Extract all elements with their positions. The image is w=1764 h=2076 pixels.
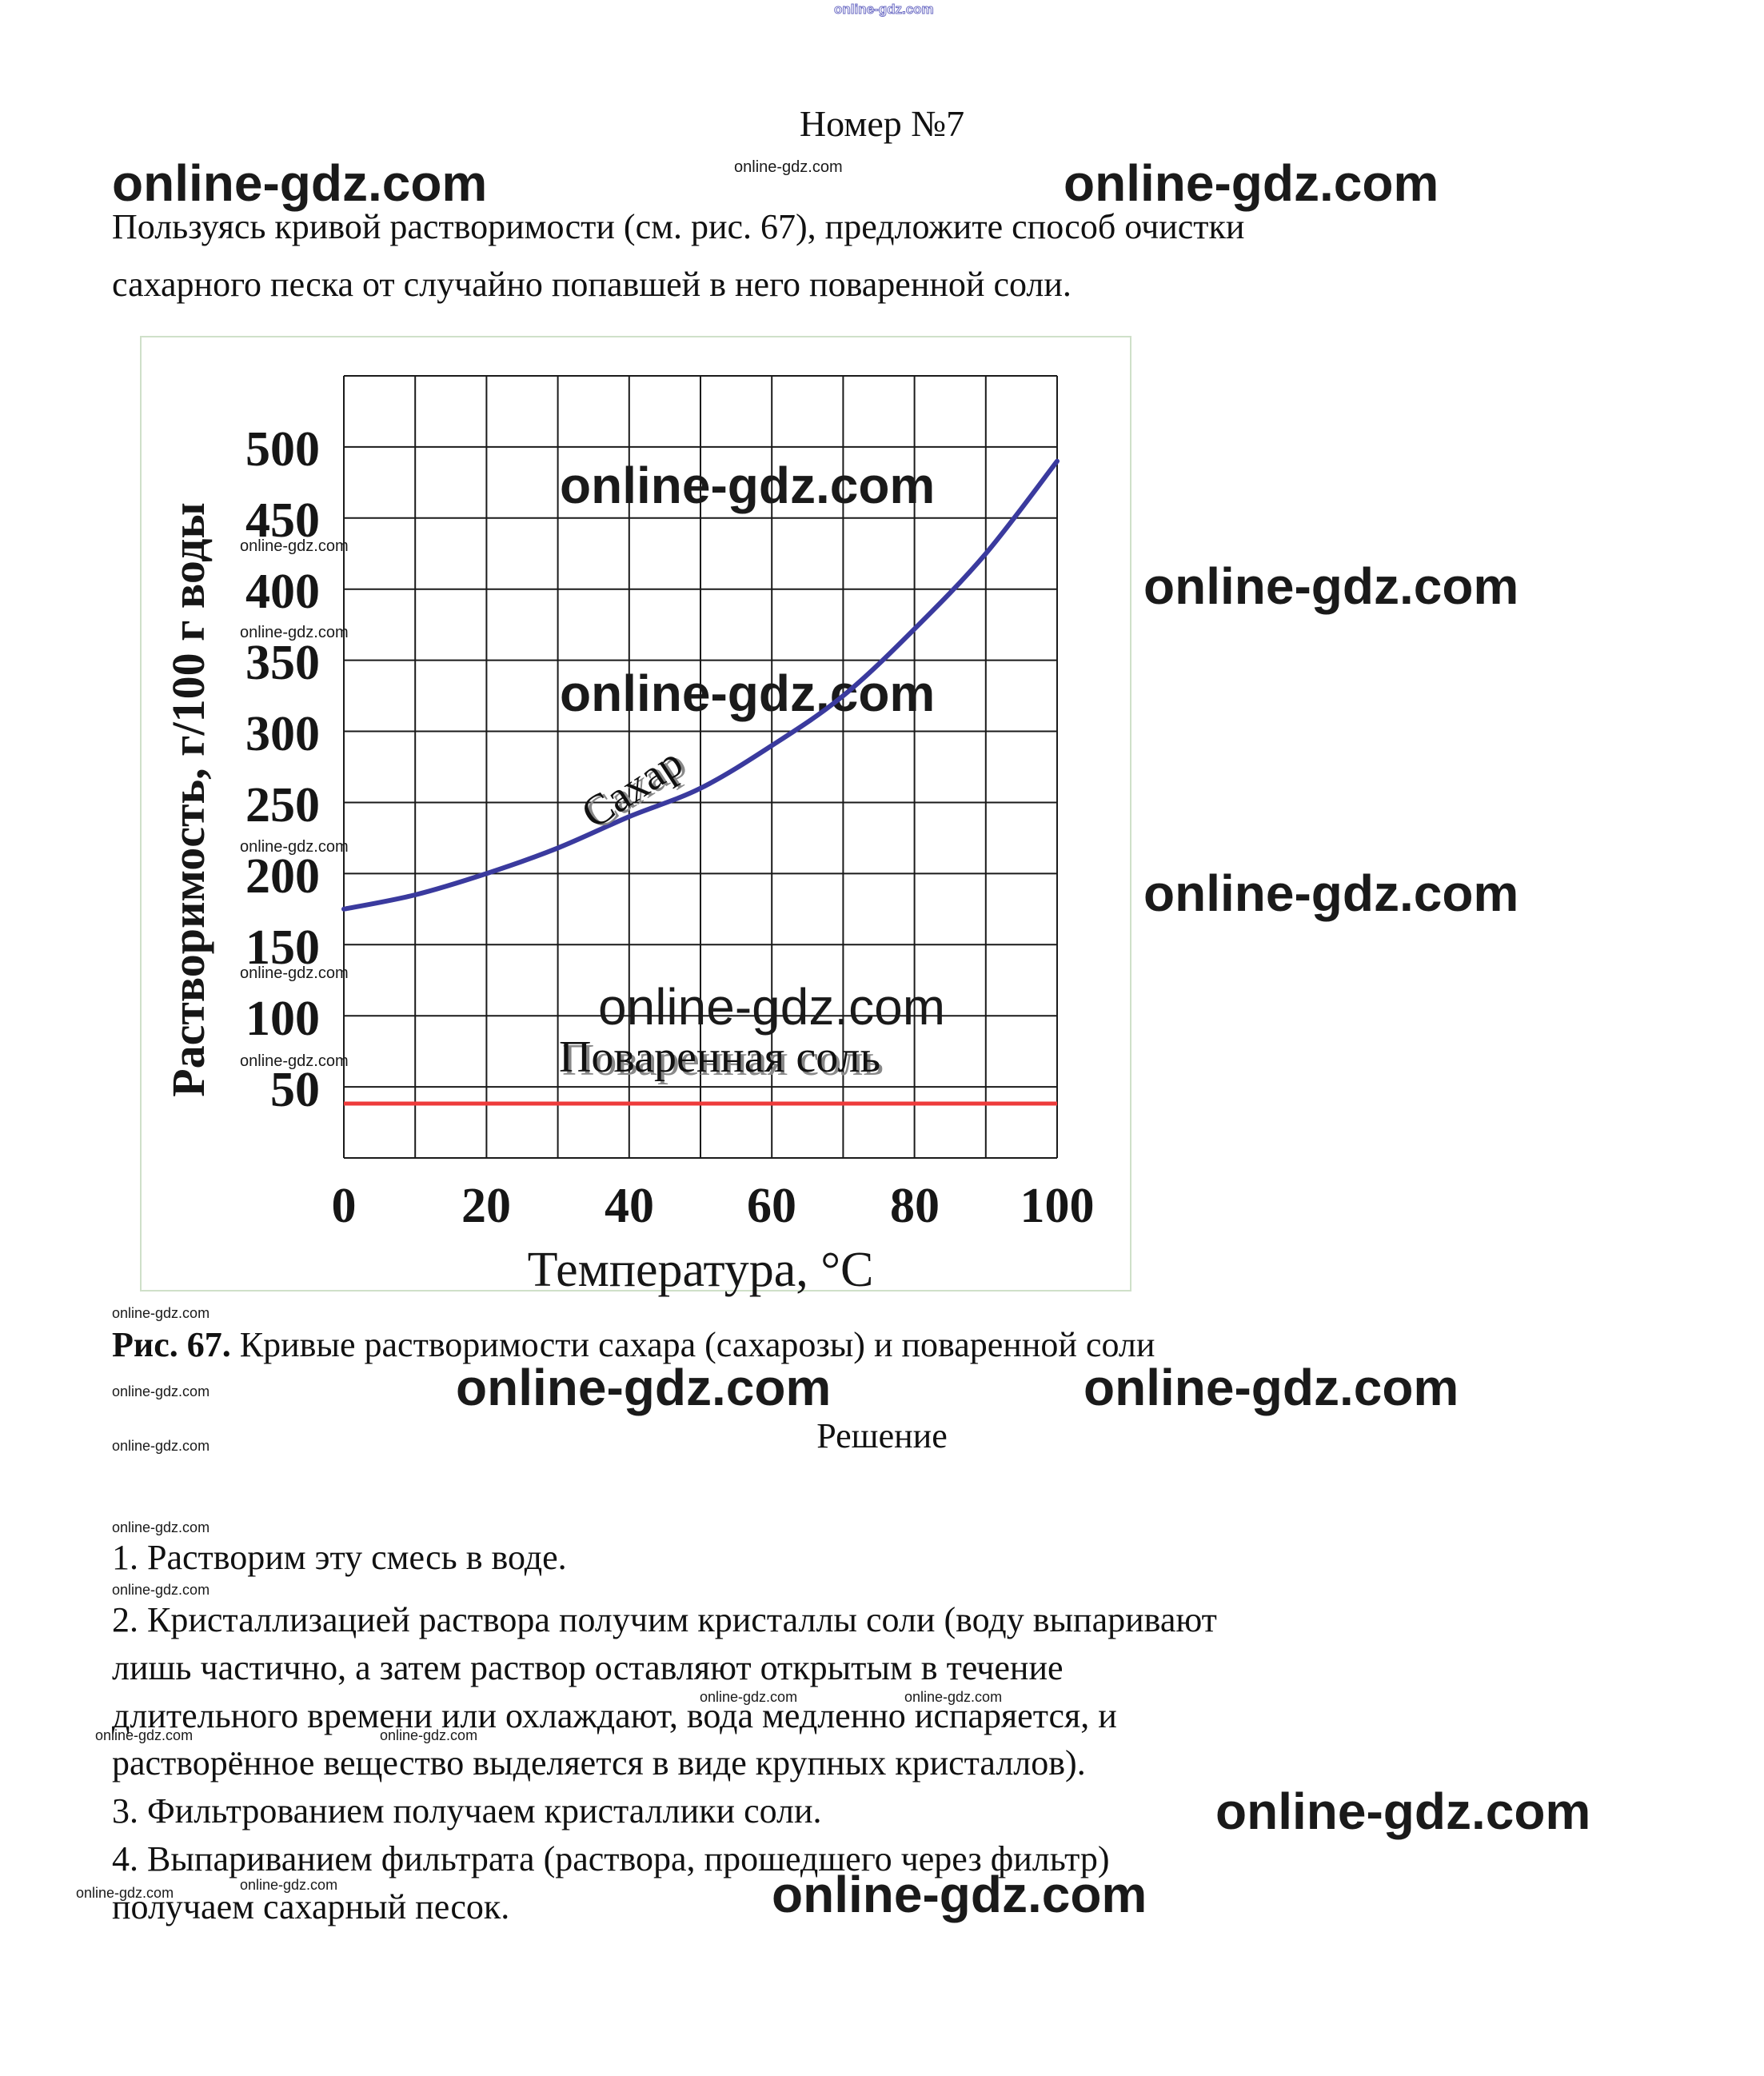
svg-text:Поваренная соль: Поваренная соль (559, 1032, 880, 1082)
svg-text:20: 20 (461, 1179, 511, 1233)
svg-text:300: 300 (245, 707, 320, 761)
svg-text:400: 400 (245, 565, 320, 619)
svg-text:200: 200 (245, 849, 320, 904)
svg-text:150: 150 (245, 920, 320, 975)
svg-text:40: 40 (605, 1179, 654, 1233)
svg-text:0: 0 (332, 1179, 357, 1233)
svg-text:450: 450 (245, 493, 320, 548)
svg-text:Температура, °C: Температура, °C (528, 1243, 874, 1297)
svg-text:250: 250 (245, 778, 320, 832)
svg-text:100: 100 (1020, 1179, 1095, 1233)
svg-text:60: 60 (747, 1179, 796, 1233)
svg-text:500: 500 (245, 422, 320, 477)
svg-text:350: 350 (245, 636, 320, 690)
svg-text:100: 100 (245, 992, 320, 1046)
svg-text:Сахар: Сахар (573, 737, 691, 837)
svg-text:Растворимость, г/100 г воды: Растворимость, г/100 г воды (162, 502, 214, 1097)
svg-text:50: 50 (270, 1063, 320, 1117)
svg-text:80: 80 (890, 1179, 940, 1233)
